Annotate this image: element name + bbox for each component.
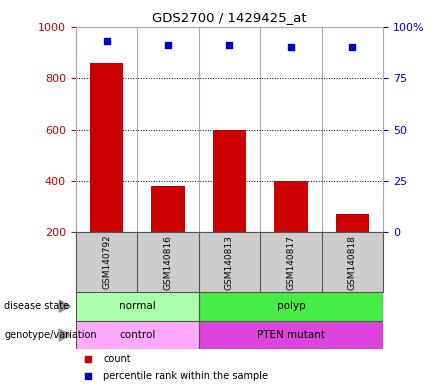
- Text: genotype/variation: genotype/variation: [4, 330, 97, 340]
- Bar: [151, 186, 185, 232]
- Text: disease state: disease state: [4, 301, 69, 311]
- Text: PTEN mutant: PTEN mutant: [257, 330, 325, 340]
- Title: GDS2700 / 1429425_at: GDS2700 / 1429425_at: [152, 11, 307, 24]
- Point: [165, 42, 171, 48]
- Bar: [76, 292, 199, 321]
- Point: [288, 44, 294, 50]
- Bar: [336, 214, 369, 232]
- Bar: [76, 321, 199, 349]
- Bar: [199, 292, 383, 321]
- Text: control: control: [119, 330, 155, 340]
- Text: GSM140818: GSM140818: [348, 235, 357, 290]
- Text: percentile rank within the sample: percentile rank within the sample: [103, 371, 268, 381]
- Point: [226, 42, 233, 48]
- Bar: [199, 321, 383, 349]
- Polygon shape: [59, 329, 71, 341]
- Point: [84, 356, 91, 362]
- Polygon shape: [59, 300, 71, 312]
- Point: [84, 373, 91, 379]
- Text: normal: normal: [119, 301, 155, 311]
- Bar: [274, 181, 308, 232]
- Text: GSM140813: GSM140813: [225, 235, 234, 290]
- Point: [349, 44, 356, 50]
- Bar: [213, 129, 246, 232]
- Text: polyp: polyp: [277, 301, 305, 311]
- Text: GSM140792: GSM140792: [102, 235, 111, 290]
- Bar: [90, 63, 123, 232]
- Point: [103, 38, 110, 44]
- Text: GSM140817: GSM140817: [287, 235, 295, 290]
- Text: GSM140816: GSM140816: [164, 235, 172, 290]
- Text: count: count: [103, 354, 131, 364]
